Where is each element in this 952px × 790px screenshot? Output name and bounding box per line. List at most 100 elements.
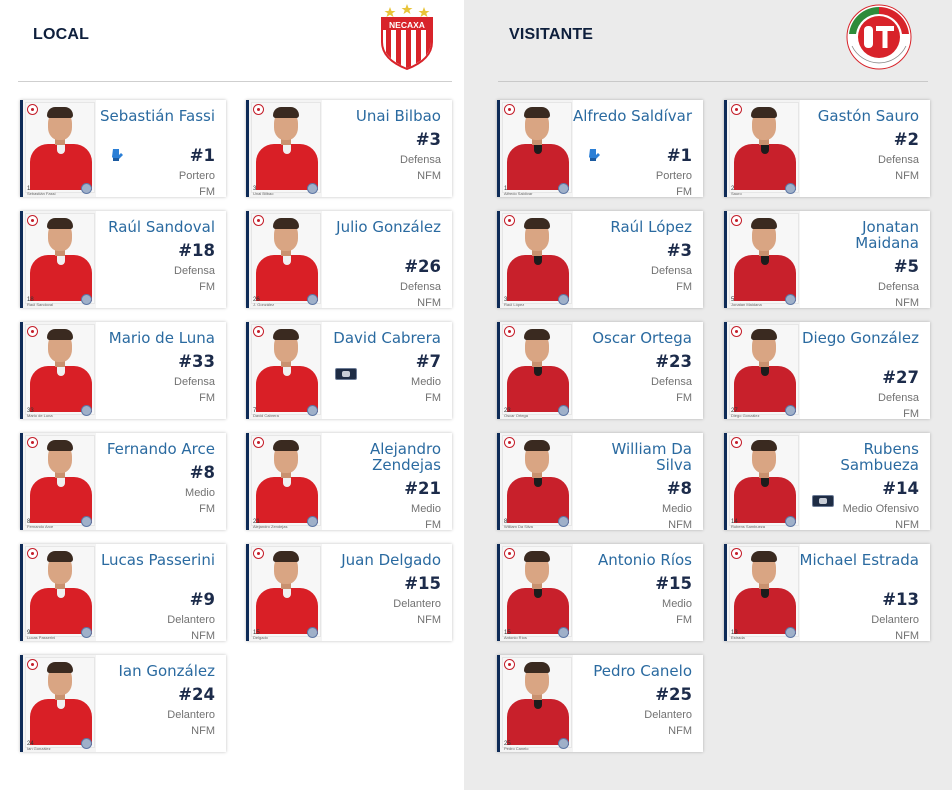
club-badge-icon [731, 437, 742, 448]
club-badge-icon [27, 326, 38, 337]
player-name[interactable]: Gastón Sauro [817, 107, 919, 125]
player-card[interactable]: 18 Raúl Sandoval Raúl Sandoval #18 Defensa FM [20, 211, 226, 308]
player-name[interactable]: Ian González [118, 662, 215, 680]
player-number: #25 [655, 685, 692, 704]
sponsor-badge-icon [307, 294, 318, 305]
player-card[interactable]: 24 Ian González Ian González #24 Delantero NF… [20, 655, 226, 752]
player-card[interactable]: 23 Oscar Ortega Oscar Ortega #23 Defensa FM [497, 322, 703, 419]
club-badge-icon [253, 326, 264, 337]
player-status: NFM [668, 519, 692, 531]
player-card[interactable]: 26 J. González Julio González #26 Defensa NFM [246, 211, 452, 309]
player-card[interactable]: 7 David Cabrera David Cabrera #7 Medio FM [246, 322, 452, 419]
toluca-logo [846, 4, 912, 70]
player-card[interactable]: 1 Alfredo Saldívar Alfredo Saldívar #1 Porte… [497, 100, 703, 198]
player-name[interactable]: Alfredo Saldívar [572, 107, 692, 125]
player-name[interactable]: Oscar Ortega [592, 329, 692, 347]
player-card[interactable]: 3 Raúl López Raúl López #3 Defensa FM [497, 211, 703, 308]
player-name[interactable]: Fernando Arce [106, 440, 215, 458]
player-card[interactable]: 5 Jonatan Maidana Jonatan Maidana #5 Defensa… [724, 211, 930, 309]
player-card[interactable]: 14 Rubens Sambueza Rubens Sambueza #14 Medio… [724, 433, 930, 531]
goalkeeper-gloves-icon [112, 149, 123, 161]
photo-player-caption: Sauro [731, 191, 742, 196]
player-name[interactable]: Mario de Luna [108, 329, 215, 347]
player-photo: 5 Jonatan Maidana [724, 211, 800, 308]
player-position: Medio [411, 503, 441, 515]
photo-player-caption: Ian González [27, 746, 51, 751]
player-number: #33 [178, 352, 215, 371]
player-number: #8 [189, 463, 215, 482]
player-photo: 1 Sebastián Fassi [20, 100, 96, 197]
player-position: Medio [662, 503, 692, 515]
player-card[interactable]: 21 Alejandro Zendejas Alejandro Zendejas #2… [246, 433, 452, 531]
photo-shirt-number: 1 [504, 186, 508, 192]
photo-player-caption: Lucas Passerini [27, 635, 56, 640]
player-name[interactable]: Juan Delgado [341, 551, 441, 569]
player-status: NFM [191, 630, 215, 642]
player-position: Medio [411, 376, 441, 388]
player-name[interactable]: Sebastián Fassi [99, 107, 215, 125]
player-card[interactable]: 8 Fernando Arce Fernando Arce #8 Medio FM [20, 433, 226, 530]
player-number: #15 [655, 574, 692, 593]
player-name[interactable]: Michael Estrada [799, 551, 919, 569]
sponsor-badge-icon [81, 294, 92, 305]
player-name[interactable]: Julio González [336, 218, 441, 236]
player-status: FM [199, 281, 215, 293]
player-name[interactable]: Raúl Sandoval [108, 218, 215, 236]
player-card[interactable]: 15 Delgado Juan Delgado #15 Delantero NFM [246, 544, 452, 641]
player-status: FM [676, 392, 692, 404]
player-card[interactable]: 13 Estrada Michael Estrada #13 Delantero NFM [724, 544, 930, 642]
player-card[interactable]: 8 William Da Silva William Da Silva #8 Medio… [497, 433, 703, 531]
player-position: Delantero [871, 614, 919, 626]
player-photo: 7 David Cabrera [246, 322, 322, 419]
photo-shirt-number: 7 [253, 408, 257, 414]
player-card[interactable]: 25 Pedro Canelo Pedro Canelo #25 Delantero NF… [497, 655, 703, 752]
player-name[interactable]: Raúl López [610, 218, 692, 236]
player-name[interactable]: David Cabrera [333, 329, 441, 347]
captain-armband-icon [335, 368, 357, 380]
player-card[interactable]: 15 Antonio Ríos Antonio Ríos #15 Medio FM [497, 544, 703, 641]
player-card[interactable]: 3 Unai Bilbao Unai Bilbao #3 Defensa NFM [246, 100, 452, 197]
sponsor-badge-icon [307, 183, 318, 194]
club-badge-icon [27, 548, 38, 559]
photo-shirt-number: 14 [731, 519, 738, 525]
away-team-title: VISITANTE [509, 26, 594, 43]
player-position: Defensa [651, 376, 692, 388]
player-name[interactable]: Jonatan Maidana [855, 218, 919, 252]
player-photo: 24 Ian González [20, 655, 96, 752]
player-name[interactable]: Antonio Ríos [597, 551, 692, 569]
player-number: #27 [882, 368, 919, 387]
player-status: FM [425, 519, 441, 531]
photo-shirt-number: 3 [504, 297, 508, 303]
player-name[interactable]: Pedro Canelo [593, 662, 692, 680]
sponsor-badge-icon [558, 294, 569, 305]
club-badge-icon [253, 104, 264, 115]
player-name[interactable]: Unai Bilbao [355, 107, 441, 125]
player-card[interactable]: 2 Sauro Gastón Sauro #2 Defensa NFM [724, 100, 930, 197]
photo-shirt-number: 9 [27, 630, 31, 636]
player-position: Defensa [174, 376, 215, 388]
player-name[interactable]: William Da Silva [611, 440, 693, 474]
club-badge-icon [731, 326, 742, 337]
photo-player-caption: David Cabrera [253, 413, 279, 418]
player-photo: 2 Sauro [724, 100, 800, 197]
player-number: #18 [178, 241, 215, 260]
sponsor-badge-icon [81, 183, 92, 194]
necaxa-logo: NECAXA [381, 4, 433, 70]
photo-shirt-number: 15 [504, 630, 511, 636]
player-name[interactable]: Lucas Passerini [100, 551, 215, 569]
player-name[interactable]: Diego González [801, 329, 919, 347]
player-position: Delantero [644, 709, 692, 721]
local-team-panel: LOCAL NECAXA 1 Sebastián Fassi Sebastián F… [0, 0, 464, 790]
player-card[interactable]: 1 Sebastián Fassi Sebastián Fassi #1 Portero… [20, 100, 226, 198]
player-card[interactable]: 9 Lucas Passerini Lucas Passerini #9 Delante… [20, 544, 226, 642]
player-card[interactable]: 27 Diego González Diego González #27 Defensa… [724, 322, 930, 420]
club-badge-icon [253, 548, 264, 559]
photo-shirt-number: 33 [27, 408, 34, 414]
club-badge-icon [253, 437, 264, 448]
player-card[interactable]: 33 Mario de Luna Mario de Luna #33 Defensa FM [20, 322, 226, 419]
player-status: FM [199, 392, 215, 404]
club-badge-icon [504, 548, 515, 559]
player-status: FM [676, 281, 692, 293]
player-name[interactable]: Rubens Sambueza [840, 440, 919, 474]
player-name[interactable]: Alejandro Zendejas [369, 440, 441, 474]
